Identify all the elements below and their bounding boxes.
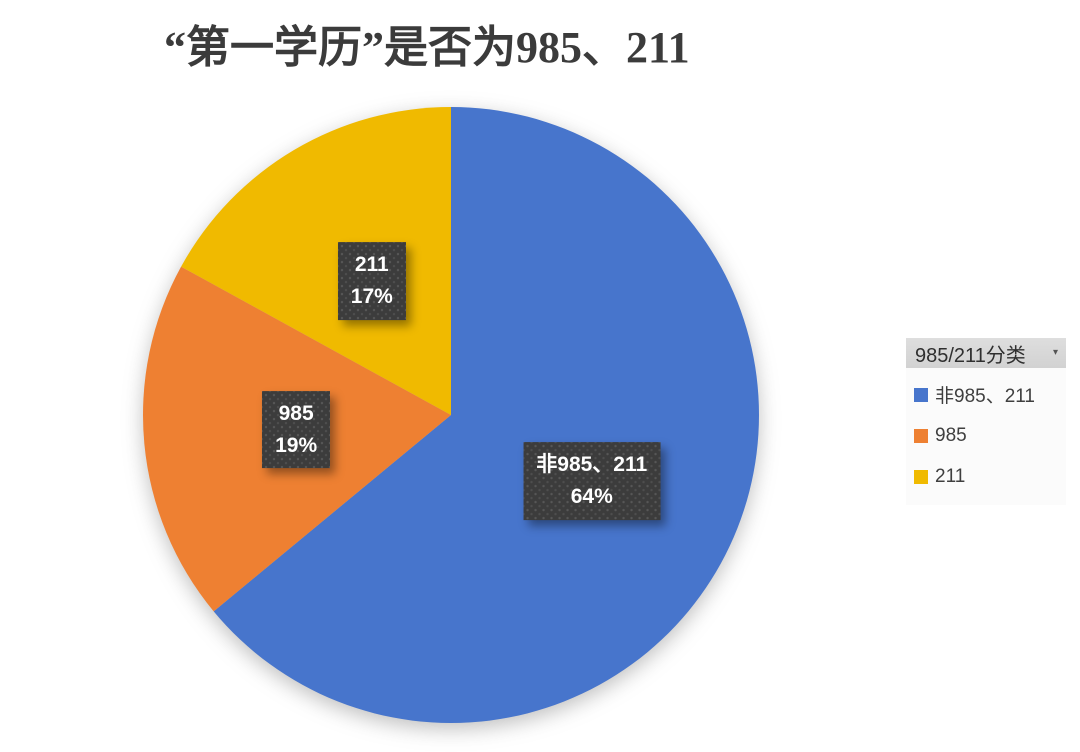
legend-field-label: 985/211分类 [915,344,1026,367]
legend-item: 211 [914,456,1066,497]
legend-items: 非985、211 985 211 [906,368,1066,505]
legend-swatch [914,387,928,402]
pie-slice-non-985-211[interactable] [213,107,759,723]
legend-swatch [914,469,928,484]
legend: 985/211分类 ▾ 非985、211 985 211 [906,338,1066,505]
pie-chart: 非985、211 64% 985 19% 211 17% [141,105,761,725]
chart-title: “第一学历”是否为985、211 [164,23,690,72]
pie-slice-211[interactable] [181,107,451,415]
legend-field-button[interactable]: 985/211分类 ▾ [906,338,1066,368]
legend-item: 非985、211 [914,374,1066,415]
legend-item-label: 211 [935,465,966,487]
legend-item-label: 985 [935,424,967,446]
legend-swatch [914,428,928,443]
legend-item-label: 非985、211 [935,386,1035,407]
dropdown-arrow-icon[interactable]: ▾ [1052,347,1058,358]
legend-item: 985 [914,415,1066,456]
pie-svg [142,107,759,723]
